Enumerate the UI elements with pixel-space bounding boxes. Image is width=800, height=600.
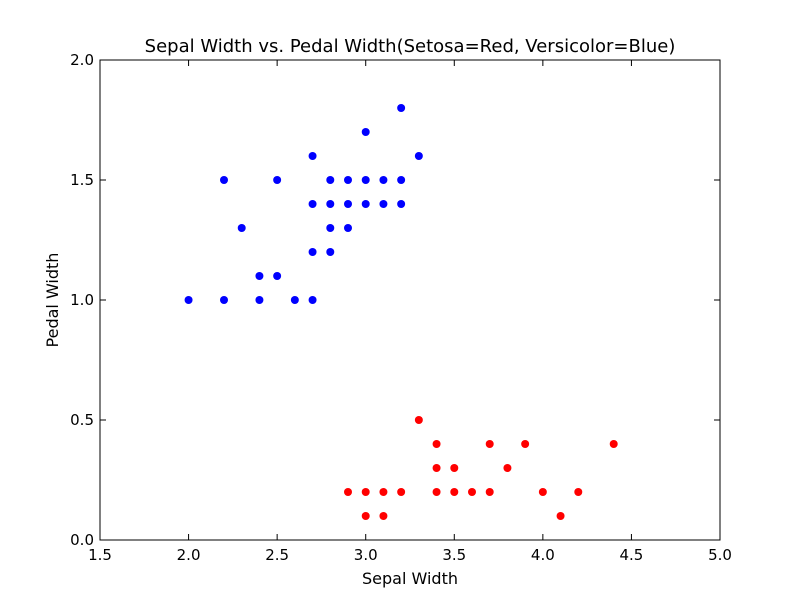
chart-title: Sepal Width vs. Pedal Width(Setosa=Red, … — [145, 36, 676, 57]
data-point — [379, 176, 388, 184]
x-tick-label: 2.5 — [265, 546, 289, 564]
data-point — [361, 176, 370, 184]
data-point — [361, 488, 370, 496]
data-point — [379, 512, 388, 520]
data-point — [468, 488, 476, 496]
data-point — [326, 248, 335, 256]
data-point — [344, 224, 352, 232]
data-point — [255, 296, 264, 304]
data-point — [450, 488, 459, 496]
data-point — [432, 440, 441, 448]
x-tick-label: 4.5 — [619, 546, 643, 564]
data-point — [237, 224, 246, 232]
x-tick-label: 5.0 — [708, 546, 732, 564]
x-tick-label: 4.0 — [531, 546, 555, 564]
data-point — [432, 464, 441, 472]
x-tick-label: 1.5 — [88, 546, 112, 564]
y-axis-label: Pedal Width — [43, 253, 62, 348]
data-points — [184, 104, 618, 520]
axis-ticks: 1.5 2.0 2.5 3.0 3.5 4.0 4.5 5.0 0.0 0.5 1.0 1.5 2.0 — [70, 51, 732, 564]
x-tick-label: 3.0 — [354, 546, 378, 564]
data-point — [308, 296, 317, 304]
y-tick-label: 1.0 — [70, 291, 94, 309]
y-tick-label: 1.5 — [70, 171, 94, 189]
data-point — [361, 512, 370, 520]
data-point — [450, 464, 459, 472]
data-point — [432, 488, 441, 496]
data-point — [326, 176, 335, 184]
data-point — [255, 272, 264, 280]
series-1 — [344, 416, 618, 520]
data-point — [397, 200, 406, 208]
data-point — [361, 128, 370, 136]
data-point — [308, 200, 317, 208]
data-point — [609, 440, 618, 448]
data-point — [308, 248, 317, 256]
data-point — [503, 464, 512, 472]
data-point — [344, 200, 352, 208]
data-point — [184, 296, 193, 304]
data-point — [326, 200, 335, 208]
data-point — [556, 512, 565, 520]
data-point — [361, 200, 370, 208]
data-point — [574, 488, 583, 496]
data-point — [326, 224, 335, 232]
y-tick-label: 2.0 — [70, 51, 94, 69]
data-point — [379, 200, 388, 208]
data-point — [485, 440, 494, 448]
data-point — [290, 296, 299, 304]
data-point — [414, 416, 423, 424]
data-point — [538, 488, 547, 496]
data-point — [414, 152, 423, 160]
data-point — [308, 152, 317, 160]
y-tick-label: 0.0 — [70, 531, 94, 549]
data-point — [273, 176, 282, 184]
x-tick-label: 2.0 — [177, 546, 201, 564]
data-point — [273, 272, 282, 280]
data-point — [397, 176, 406, 184]
x-tick-label: 3.5 — [442, 546, 466, 564]
data-point — [220, 176, 228, 184]
data-point — [397, 488, 406, 496]
data-point — [344, 176, 352, 184]
x-axis-label: Sepal Width — [362, 569, 458, 588]
data-point — [521, 440, 530, 448]
data-point — [397, 104, 406, 112]
data-point — [485, 488, 494, 496]
series-0 — [184, 104, 423, 304]
data-point — [344, 488, 352, 496]
data-point — [379, 488, 388, 496]
data-point — [220, 296, 228, 304]
y-tick-label: 0.5 — [70, 411, 94, 429]
plot-area — [99, 59, 721, 541]
